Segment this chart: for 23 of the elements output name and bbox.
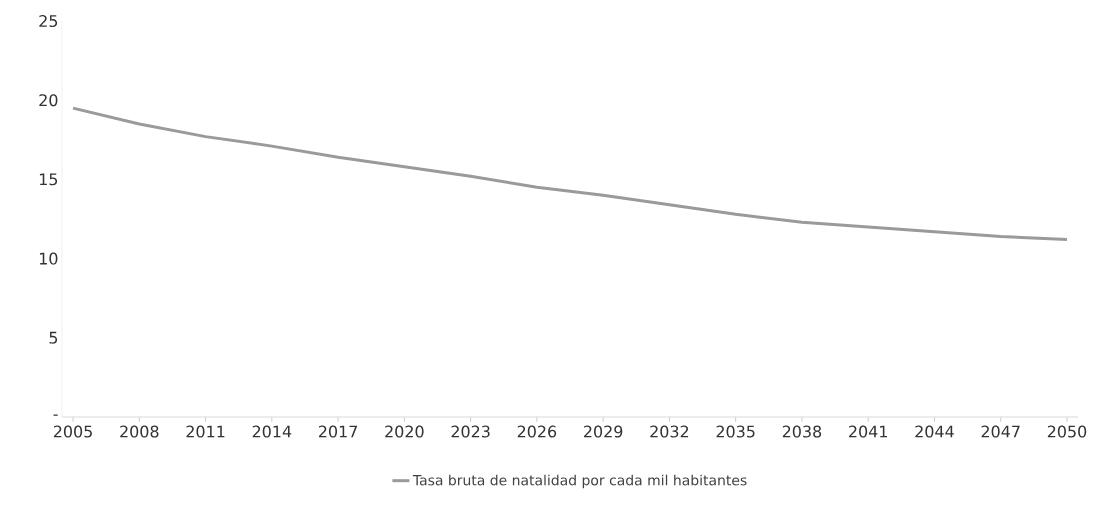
x-tick-label: 2035 <box>716 425 755 438</box>
x-tick-label: 2047 <box>981 425 1020 438</box>
x-tick-label: 2029 <box>584 425 623 438</box>
legend-label: Tasa bruta de natalidad por cada mil habitantes <box>412 474 747 489</box>
x-tick-label: 2044 <box>915 425 954 438</box>
y-tick-label: 25 <box>39 14 58 28</box>
y-tick-label: - <box>53 414 58 416</box>
y-tick-label: 15 <box>39 173 58 186</box>
x-tick-label: 2014 <box>252 425 292 438</box>
x-tick-label: 2032 <box>650 425 689 438</box>
x-tick-label: 2050 <box>1047 425 1087 438</box>
y-tick-label: 5 <box>49 331 58 344</box>
x-tick-label: 2023 <box>451 425 490 438</box>
x-tick-label: 2008 <box>120 425 159 438</box>
x-tick-label: 2041 <box>849 425 887 438</box>
x-tick-label: 2020 <box>385 425 424 438</box>
x-tick-label: 2017 <box>318 425 358 438</box>
x-tick-label: 2011 <box>186 425 225 438</box>
x-tick-label: 2038 <box>782 425 822 438</box>
x-tick-label: 2005 <box>53 425 92 438</box>
y-tick-label: 20 <box>39 94 58 107</box>
y-tick-label: 10 <box>39 252 58 265</box>
x-tick-label: 2026 <box>517 425 557 438</box>
